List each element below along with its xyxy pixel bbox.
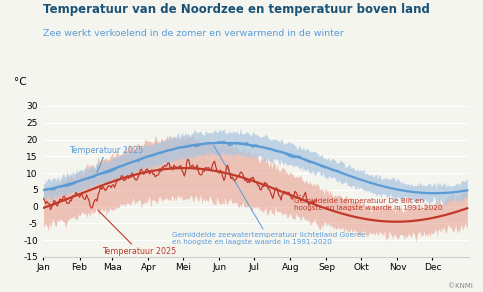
Text: °C: °C bbox=[14, 77, 27, 87]
Text: Temperatuur 2025: Temperatuur 2025 bbox=[69, 146, 143, 173]
Text: Gemiddelde temperatuur De Bilt en
hoogste en laagste waarde in 1991-2020: Gemiddelde temperatuur De Bilt en hoogst… bbox=[294, 195, 442, 211]
Text: Temperatuur 2025: Temperatuur 2025 bbox=[98, 210, 176, 256]
Text: Temperatuur van de Noordzee en temperatuur boven land: Temperatuur van de Noordzee en temperatu… bbox=[43, 3, 430, 16]
Text: Gemiddelde zeewatertemperatuur lichteiland Goeree
en hoogste en laagste waarde i: Gemiddelde zeewatertemperatuur lichteila… bbox=[171, 145, 366, 245]
Text: Zee werkt verkoelend in de zomer en verwarmend in de winter: Zee werkt verkoelend in de zomer en verw… bbox=[43, 29, 344, 38]
Text: ©KNMI: ©KNMI bbox=[448, 283, 473, 289]
